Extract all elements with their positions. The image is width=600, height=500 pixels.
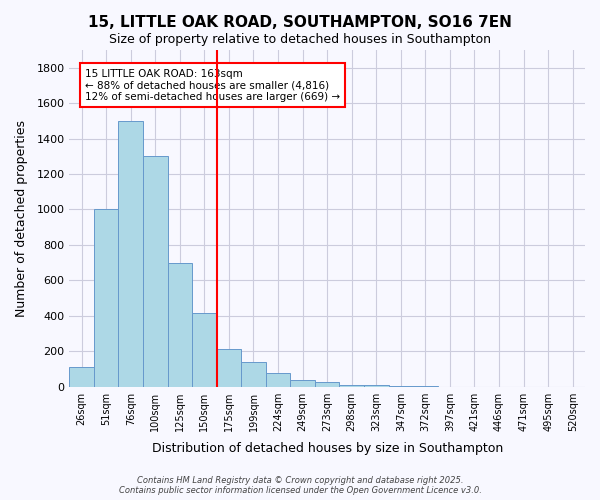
Bar (217, 348, 241, 387)
Bar (266, 374, 290, 386)
Bar (167, 262, 192, 386)
Y-axis label: Number of detached properties: Number of detached properties (15, 120, 28, 317)
Bar (70, 367, 94, 386)
Text: Size of property relative to detached houses in Southampton: Size of property relative to detached ho… (109, 32, 491, 46)
Text: 15, LITTLE OAK ROAD, SOUTHAMPTON, SO16 7EN: 15, LITTLE OAK ROAD, SOUTHAMPTON, SO16 7… (88, 15, 512, 30)
Bar (94, 210, 118, 386)
Bar (340, 385, 364, 386)
Bar (118, 121, 143, 386)
Bar (241, 362, 266, 386)
X-axis label: Distribution of detached houses by size in Southampton: Distribution of detached houses by size … (152, 442, 503, 455)
Text: 15 LITTLE OAK ROAD: 163sqm
← 88% of detached houses are smaller (4,816)
12% of s: 15 LITTLE OAK ROAD: 163sqm ← 88% of deta… (85, 68, 340, 102)
Bar (364, 385, 389, 386)
Bar (192, 313, 217, 386)
Bar (290, 380, 315, 386)
Text: Contains HM Land Registry data © Crown copyright and database right 2025.
Contai: Contains HM Land Registry data © Crown c… (119, 476, 481, 495)
Bar (315, 382, 340, 386)
Bar (143, 156, 167, 386)
